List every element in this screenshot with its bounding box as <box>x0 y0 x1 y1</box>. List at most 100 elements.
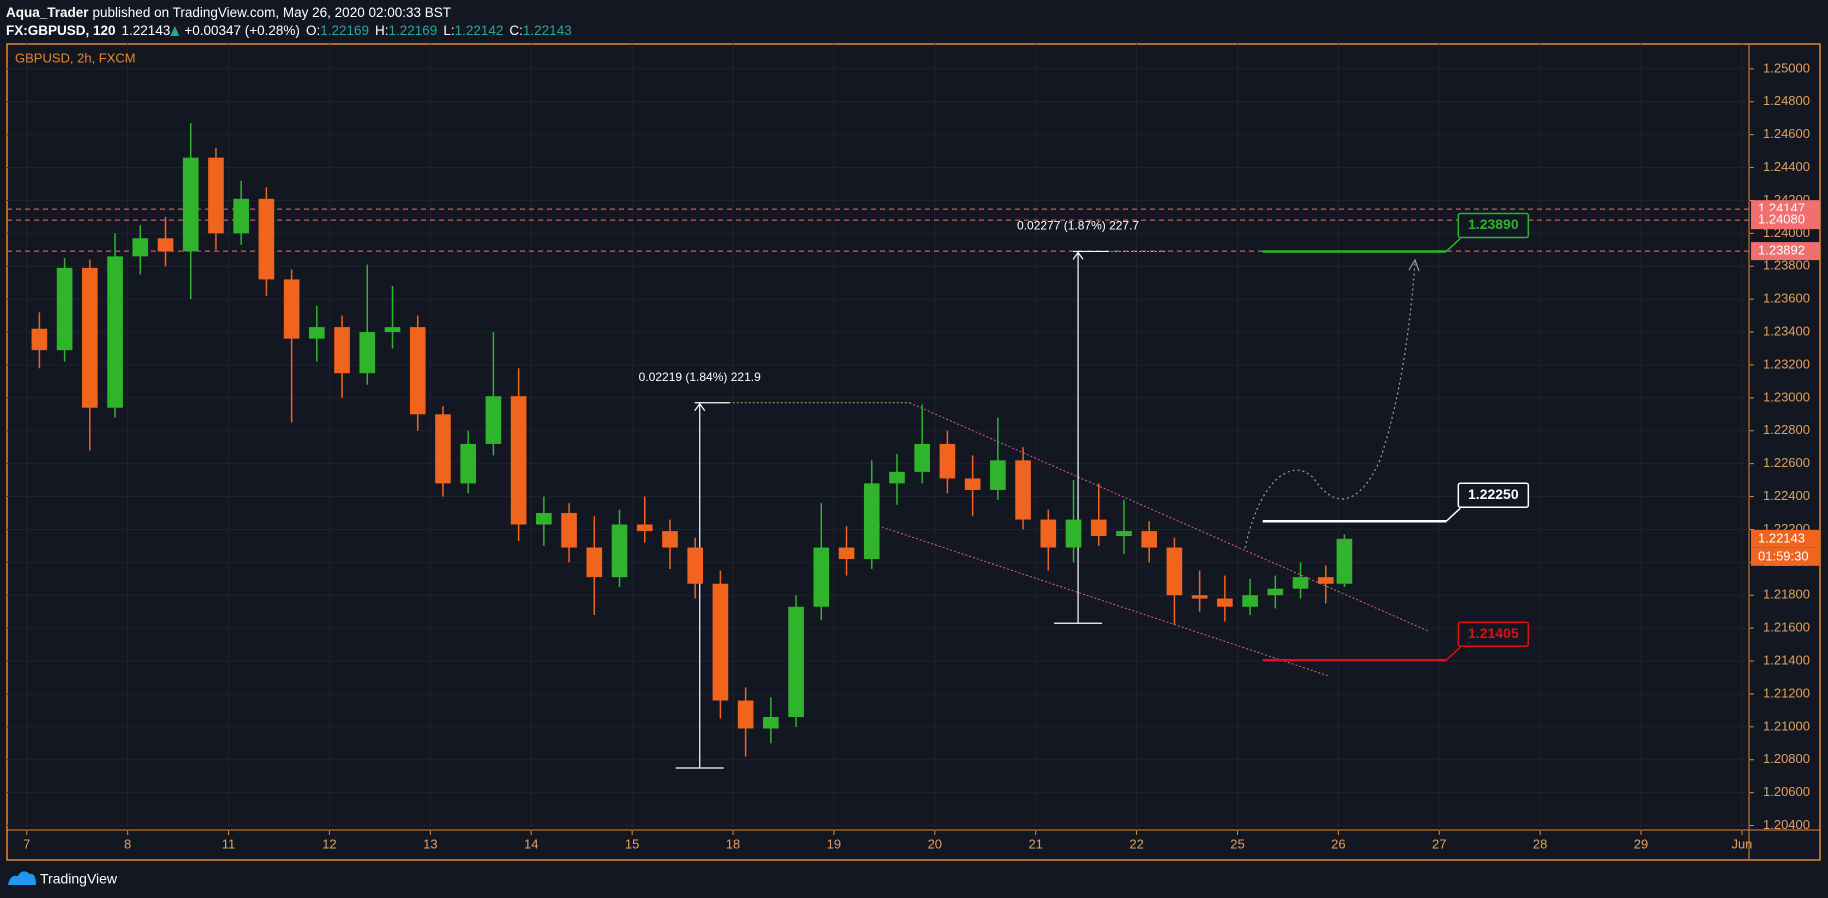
candle-body <box>1065 519 1082 548</box>
candle-body <box>233 198 249 234</box>
y-tick-label: 1.22600 <box>1763 455 1810 470</box>
candle-body <box>460 443 476 484</box>
candle-body <box>157 238 174 252</box>
measure-label: 0.02219 (1.84%) 221.9 <box>639 370 761 384</box>
target-pointer <box>1445 646 1461 661</box>
candle-body <box>914 443 931 472</box>
ohlc-label: C: <box>509 23 523 38</box>
x-tick-label: 13 <box>423 836 437 851</box>
x-tick-label: 12 <box>322 836 336 851</box>
y-tick-label: 1.22800 <box>1763 422 1810 437</box>
candle-body <box>964 478 981 490</box>
candle-body <box>990 460 1006 490</box>
candle-body <box>1166 547 1183 596</box>
candle-body <box>1191 595 1208 599</box>
axes: 1.20400 1.20600 1.20800 1.21000 1.21200 1.214… <box>23 60 1820 851</box>
candle-body <box>384 327 401 333</box>
candle-body <box>283 279 300 339</box>
x-tick-label: 19 <box>827 836 841 851</box>
projection-path <box>1244 261 1416 549</box>
candle-body <box>712 583 729 701</box>
candle-body <box>813 547 830 607</box>
candle-body <box>939 443 956 479</box>
candle-body <box>107 256 123 408</box>
ohlc-label: L: <box>443 23 454 38</box>
ohlc-value: 1.22169 <box>320 23 369 38</box>
countdown-label: 01:59:30 <box>1758 548 1809 563</box>
chart-frame <box>6 43 1821 861</box>
x-tick-label: 21 <box>1028 836 1042 851</box>
candle-body <box>82 267 98 408</box>
candle-body <box>1242 595 1258 607</box>
x-tick-label: 22 <box>1129 836 1143 851</box>
y-tick-label: 1.23600 <box>1763 291 1810 306</box>
candle-body <box>1090 519 1107 537</box>
candle-body <box>1292 577 1309 589</box>
measure-arrow <box>694 402 706 412</box>
target-label: 1.22250 <box>1468 486 1519 502</box>
up-triangle <box>170 26 180 36</box>
logo-cloud <box>8 871 36 885</box>
published: published on TradingView.com, May 26, 20… <box>93 5 451 20</box>
candle-body <box>889 471 905 484</box>
symbol: FX:GBPUSD, 120 <box>6 23 116 38</box>
candle-body <box>485 396 502 444</box>
x-tick-label: 28 <box>1533 836 1547 851</box>
x-tick-label: 29 <box>1634 836 1648 851</box>
candle-body <box>1267 588 1284 596</box>
last-price-box <box>1751 529 1820 548</box>
candle-body <box>182 157 199 252</box>
candle-body <box>1217 598 1233 607</box>
grid <box>7 44 1749 830</box>
candle-body <box>863 483 880 560</box>
footer-brand: TradingView <box>40 871 118 887</box>
ohlc-value: 1.22142 <box>455 23 504 38</box>
ohlc-label: H: <box>375 23 389 38</box>
last-price-label: 1.22143 <box>1758 530 1805 545</box>
candle-body <box>1116 531 1132 537</box>
y-tick-label: 1.21400 <box>1763 652 1810 667</box>
publisher: Aqua_Trader <box>6 5 89 20</box>
ohlc-label: O: <box>306 23 320 38</box>
y-tick-label: 1.21800 <box>1763 587 1810 602</box>
x-tick-label: 14 <box>524 836 538 851</box>
alert-price-label: 1.23892 <box>1758 243 1805 258</box>
y-tick-label: 1.20800 <box>1763 751 1810 766</box>
last-price: 1.22143 <box>122 23 171 38</box>
x-tick-label: 18 <box>726 836 740 851</box>
x-tick-label: 27 <box>1432 836 1446 851</box>
y-tick-label: 1.21000 <box>1763 718 1810 733</box>
ohlc-value: 1.22169 <box>389 23 438 38</box>
candle-body <box>1336 538 1353 584</box>
candle-body <box>31 328 48 351</box>
candle-body <box>1141 531 1158 548</box>
candle-body <box>359 332 376 374</box>
publish-line: Aqua_Trader published on TradingView.com,… <box>6 5 451 20</box>
y-tick-label: 1.22400 <box>1763 488 1810 503</box>
candle-body <box>309 327 325 339</box>
legend: GBPUSD, 2h, FXCM <box>15 50 136 65</box>
candle-body <box>435 414 451 484</box>
candle-body <box>258 198 275 280</box>
y-tick-label: 1.20400 <box>1763 817 1810 832</box>
y-tick-label: 1.25000 <box>1763 60 1810 75</box>
candle-body <box>1015 460 1031 520</box>
x-tick-label: 8 <box>124 836 131 851</box>
candle-body <box>838 547 855 560</box>
target-box <box>1457 621 1530 647</box>
candle-body <box>510 396 527 525</box>
y-tick-label: 1.21600 <box>1763 620 1810 635</box>
y-tick-label: 1.23200 <box>1763 356 1810 371</box>
candle-body <box>208 157 224 234</box>
x-tick-label: 7 <box>23 836 30 851</box>
y-tick-label: 1.24400 <box>1763 159 1810 174</box>
candle-body <box>334 327 350 374</box>
target-label: 1.23890 <box>1468 216 1519 232</box>
x-tick-label: 25 <box>1230 836 1244 851</box>
change: +0.00347 (+0.28%) <box>184 23 300 38</box>
target-box <box>1457 482 1530 508</box>
alert-price-box <box>1751 242 1820 261</box>
target-label: 1.21405 <box>1468 625 1519 641</box>
annotations: 0.02219 (1.84%) 221.9 0.02277 (1.87%) 227… <box>7 208 1749 769</box>
